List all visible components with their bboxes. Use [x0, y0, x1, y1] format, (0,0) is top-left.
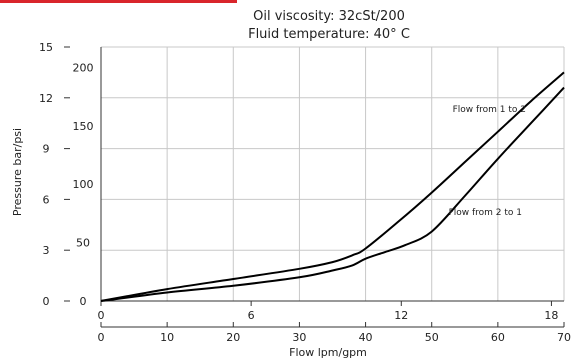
chart-title: Oil viscosity: 32cSt/200: [253, 9, 405, 24]
series-line-flow-from-1-to-2: [100, 71, 565, 302]
accent-bar: [0, 0, 237, 3]
x-lpm-tick-label: 60: [491, 331, 505, 344]
x-gpm-tick-label: 6: [248, 309, 255, 322]
x-lpm-tick-label: 30: [292, 331, 306, 344]
series-line-flow-from-2-to-1: [100, 86, 565, 302]
x-lpm-tick-label: 50: [425, 331, 439, 344]
chart-subtitle: Fluid temperature: 40° C: [248, 27, 410, 42]
x-lpm-tick-label: 70: [557, 331, 571, 344]
y-psi-tick-label: 150: [73, 120, 94, 133]
y-left-tick-label: 3: [43, 244, 50, 257]
x-lpm-tick-label: 20: [226, 331, 240, 344]
series-label-flow-from-2-to-1: Flow from 2 to 1: [449, 208, 522, 218]
y-axis-label: Pressure bar/psi: [11, 128, 24, 216]
y-left-tick-label: 9: [43, 143, 50, 156]
x-axis-label: Flow lpm/gpm: [289, 346, 367, 359]
y-psi-tick-label: 200: [73, 61, 94, 74]
y-left-tick-label: 6: [43, 193, 50, 206]
x-lpm-tick-label: 10: [160, 331, 174, 344]
y-psi-tick-label: 0: [80, 295, 87, 308]
y-left-tick-label: 12: [39, 92, 53, 105]
x-gpm-tick-label: 0: [98, 309, 105, 322]
x-gpm-tick-label: 18: [544, 309, 558, 322]
x-lpm-tick-label: 0: [98, 331, 105, 344]
y-left-tick-label: 0: [43, 295, 50, 308]
series-label-flow-from-1-to-2: Flow from 1 to 2: [453, 105, 526, 115]
y-psi-tick-label: 100: [73, 178, 94, 191]
y-left-tick-label: 15: [39, 41, 53, 54]
y-psi-tick-label: 50: [76, 237, 90, 250]
x-gpm-tick-label: 12: [394, 309, 408, 322]
x-lpm-tick-label: 40: [359, 331, 373, 344]
